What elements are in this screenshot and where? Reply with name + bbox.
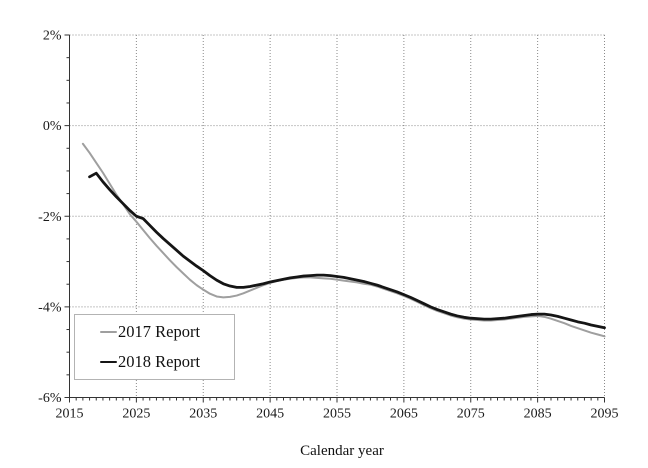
x-axis-tick-label: 2035 xyxy=(189,407,217,422)
legend-line-sample-2018 xyxy=(100,360,117,364)
y-axis-tick-label: -6% xyxy=(38,391,62,406)
legend-entry-2017-report: 2017 Report xyxy=(100,321,234,343)
gridlines xyxy=(69,34,605,398)
tick-labels: 2015 2025 2035 2045 2055 2065 2075 2085 2095 2% 0%… xyxy=(38,29,618,422)
y-axis-tick-label: 2% xyxy=(43,29,62,44)
y-axis-tick-label: -2% xyxy=(38,210,62,225)
x-axis-tick-label: 2075 xyxy=(457,407,485,422)
y-axis-tick-label: -4% xyxy=(38,300,62,315)
legend-label-2018: 2018 Report xyxy=(118,352,201,371)
series-line-2017-report xyxy=(81,142,606,338)
legend-entry-2018-report: 2018 Report xyxy=(100,351,234,373)
x-axis-tick-label: 2025 xyxy=(122,407,150,422)
legend-label-2017: 2017 Report xyxy=(118,322,201,341)
x-axis-tick-label: 2095 xyxy=(591,407,619,422)
x-axis-tick-label: 2045 xyxy=(256,407,284,422)
legend-line-sample-2017 xyxy=(100,331,117,333)
series-lines xyxy=(81,142,606,338)
y-axis-tick-label: 0% xyxy=(43,119,62,134)
legend: 2017 Report 2018 Report xyxy=(74,314,235,380)
x-axis-tick-label: 2055 xyxy=(323,407,351,422)
x-axis-tick-label: 2015 xyxy=(56,407,84,422)
series-line-2018-report xyxy=(88,171,606,330)
x-axis-tick-label: 2065 xyxy=(390,407,418,422)
x-axis-title: Calendar year xyxy=(300,443,384,459)
x-axis-tick-label: 2085 xyxy=(524,407,552,422)
tick-marks xyxy=(64,34,605,403)
